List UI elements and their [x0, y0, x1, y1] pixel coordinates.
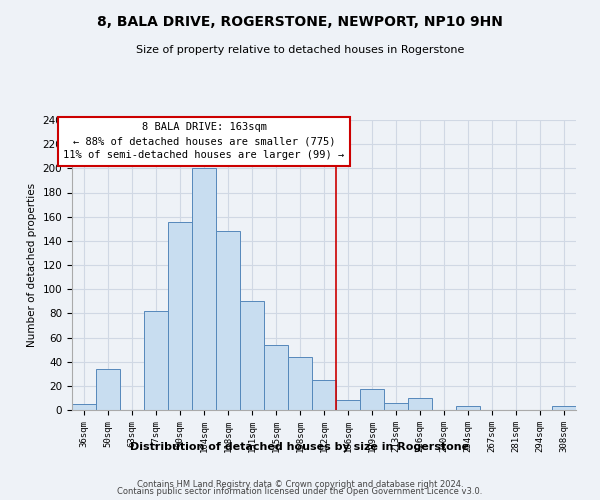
Bar: [96, 369, 120, 410]
Bar: [408, 398, 432, 410]
Y-axis label: Number of detached properties: Number of detached properties: [27, 183, 37, 347]
Bar: [144, 311, 168, 410]
Text: Size of property relative to detached houses in Rogerstone: Size of property relative to detached ho…: [136, 45, 464, 55]
Text: 8 BALA DRIVE: 163sqm
← 88% of detached houses are smaller (775)
11% of semi-deta: 8 BALA DRIVE: 163sqm ← 88% of detached h…: [64, 122, 344, 160]
Text: Contains HM Land Registry data © Crown copyright and database right 2024.: Contains HM Land Registry data © Crown c…: [137, 480, 463, 489]
Bar: [216, 231, 240, 410]
Bar: [72, 404, 96, 410]
Bar: [288, 357, 312, 410]
Text: Distribution of detached houses by size in Rogerstone: Distribution of detached houses by size …: [130, 442, 470, 452]
Bar: [360, 390, 384, 410]
Bar: [264, 345, 288, 410]
Bar: [384, 403, 408, 410]
Bar: [456, 406, 480, 410]
Text: Contains public sector information licensed under the Open Government Licence v3: Contains public sector information licen…: [118, 488, 482, 496]
Bar: [336, 400, 360, 410]
Bar: [552, 406, 576, 410]
Bar: [312, 380, 336, 410]
Bar: [168, 222, 192, 410]
Bar: [192, 168, 216, 410]
Text: 8, BALA DRIVE, ROGERSTONE, NEWPORT, NP10 9HN: 8, BALA DRIVE, ROGERSTONE, NEWPORT, NP10…: [97, 15, 503, 29]
Bar: [240, 301, 264, 410]
